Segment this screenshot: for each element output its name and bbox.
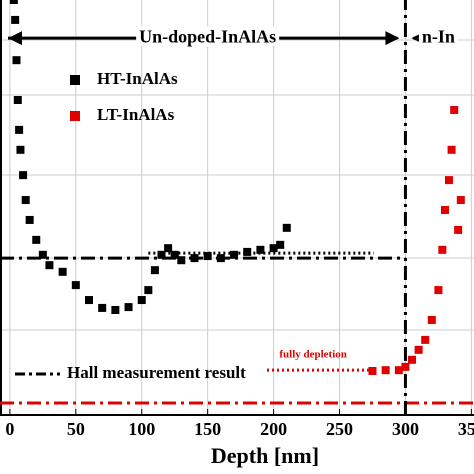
x-tick-label: 0 xyxy=(5,419,14,439)
point xyxy=(408,355,417,364)
point xyxy=(98,303,107,312)
point xyxy=(19,171,28,180)
point xyxy=(45,261,54,270)
x-tick-label: 300 xyxy=(392,419,419,439)
point xyxy=(438,245,447,254)
point xyxy=(84,296,93,305)
point xyxy=(38,250,47,259)
point xyxy=(434,286,443,295)
x-tick-label: 350 xyxy=(458,419,474,439)
point xyxy=(230,250,239,259)
point xyxy=(456,196,465,205)
point xyxy=(269,244,278,253)
point xyxy=(157,250,166,259)
point xyxy=(9,0,18,4)
x-tick-label: 150 xyxy=(194,419,221,439)
point xyxy=(177,256,186,265)
point xyxy=(394,366,403,375)
point xyxy=(454,225,463,234)
point xyxy=(144,286,153,295)
point xyxy=(243,247,252,256)
legend-marker xyxy=(70,75,80,85)
point xyxy=(124,303,133,312)
point xyxy=(12,56,21,65)
point xyxy=(368,367,377,376)
point xyxy=(21,196,30,205)
point xyxy=(450,105,459,114)
point xyxy=(71,281,80,290)
point xyxy=(137,296,146,305)
point xyxy=(444,176,453,185)
point xyxy=(427,315,436,324)
point xyxy=(256,245,265,254)
point xyxy=(401,362,410,371)
annotation: Un-doped-InAlAs xyxy=(139,26,276,46)
point xyxy=(276,240,285,249)
x-tick-label: 50 xyxy=(67,419,85,439)
point xyxy=(111,306,120,315)
point xyxy=(13,96,22,105)
point xyxy=(32,235,41,244)
x-axis-label: Depth [nm] xyxy=(211,443,319,468)
x-tick-label: 200 xyxy=(260,419,287,439)
point xyxy=(25,215,34,224)
point xyxy=(16,145,25,154)
legend-marker xyxy=(70,111,80,121)
point xyxy=(15,125,24,134)
point xyxy=(421,335,430,344)
point xyxy=(203,252,212,261)
label-bg xyxy=(136,26,280,47)
point xyxy=(58,267,67,276)
legend-label: Hall measurement result xyxy=(67,363,246,382)
point xyxy=(164,244,173,253)
point xyxy=(150,266,159,275)
point xyxy=(440,205,449,214)
point xyxy=(11,15,20,24)
x-tick-label: 250 xyxy=(326,419,353,439)
label-bg xyxy=(418,26,458,47)
annotation: fully depletion xyxy=(279,348,347,360)
annotation: n-In xyxy=(422,26,455,46)
point xyxy=(170,250,179,259)
x-tick-label: 100 xyxy=(128,419,155,439)
legend-label: LT-InAlAs xyxy=(97,105,175,124)
point xyxy=(447,145,456,154)
point xyxy=(381,366,390,375)
legend-label: HT-InAlAs xyxy=(97,69,178,88)
point xyxy=(282,223,291,232)
point xyxy=(414,345,423,354)
